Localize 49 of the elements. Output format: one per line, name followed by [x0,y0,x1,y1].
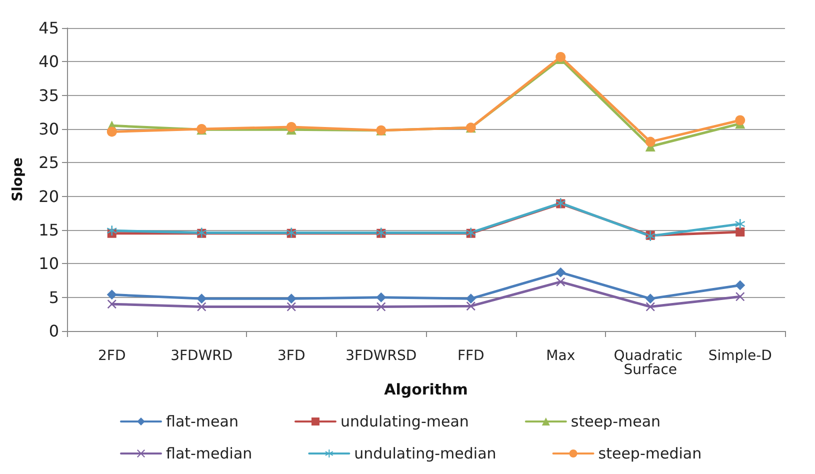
x-tick-label: 3FDWRD [170,348,233,364]
x-tick-label: Simple-D [708,348,772,364]
y-tick-label: 5 [48,288,59,307]
point [106,226,117,236]
point [286,122,296,132]
point [735,218,746,229]
y-tick-label: 40 [38,52,59,72]
legend-label: steep-median [598,444,702,462]
point [286,302,296,312]
point [106,290,117,300]
x-tick-label: 3FD [278,348,306,364]
point [736,228,745,237]
point [556,277,566,286]
point [645,294,656,304]
point [645,136,656,147]
y-axis-title: Slope [10,157,26,202]
y-tick-label: 25 [38,153,59,172]
point [735,115,746,126]
x-axis-title: Algorithm [384,380,468,398]
x-tick-label: Max [546,348,576,364]
point [107,300,116,309]
point [376,292,386,302]
point [466,294,476,304]
y-tick-label: 45 [38,18,59,38]
y-tick-label: 10 [38,254,59,274]
point [376,302,386,312]
legend-label: steep-mean [570,412,661,430]
legend-label: undulating-mean [340,412,469,430]
point [286,294,296,304]
point [197,302,206,312]
y-tick-label: 15 [38,220,59,240]
legend-label: flat-median [166,444,252,462]
point [556,267,566,278]
x-tick-label: Quadratic Surface [614,348,687,378]
point [735,280,746,290]
y-tick-label: 30 [38,120,59,138]
y-tick-label: 20 [38,186,59,206]
x-tick-label: FFD [457,348,484,364]
point [646,302,655,312]
y-tick-label: 35 [38,86,59,105]
point [196,294,207,304]
x-tick-label: 2FD [98,348,126,364]
y-tick-label: 0 [48,322,59,340]
legend-label: flat-mean [166,412,238,430]
x-tick-label: 3FDWRSD [346,348,417,364]
point [106,126,117,137]
legend-label: undulating-median [354,444,496,462]
point [466,302,476,311]
point [736,292,745,302]
